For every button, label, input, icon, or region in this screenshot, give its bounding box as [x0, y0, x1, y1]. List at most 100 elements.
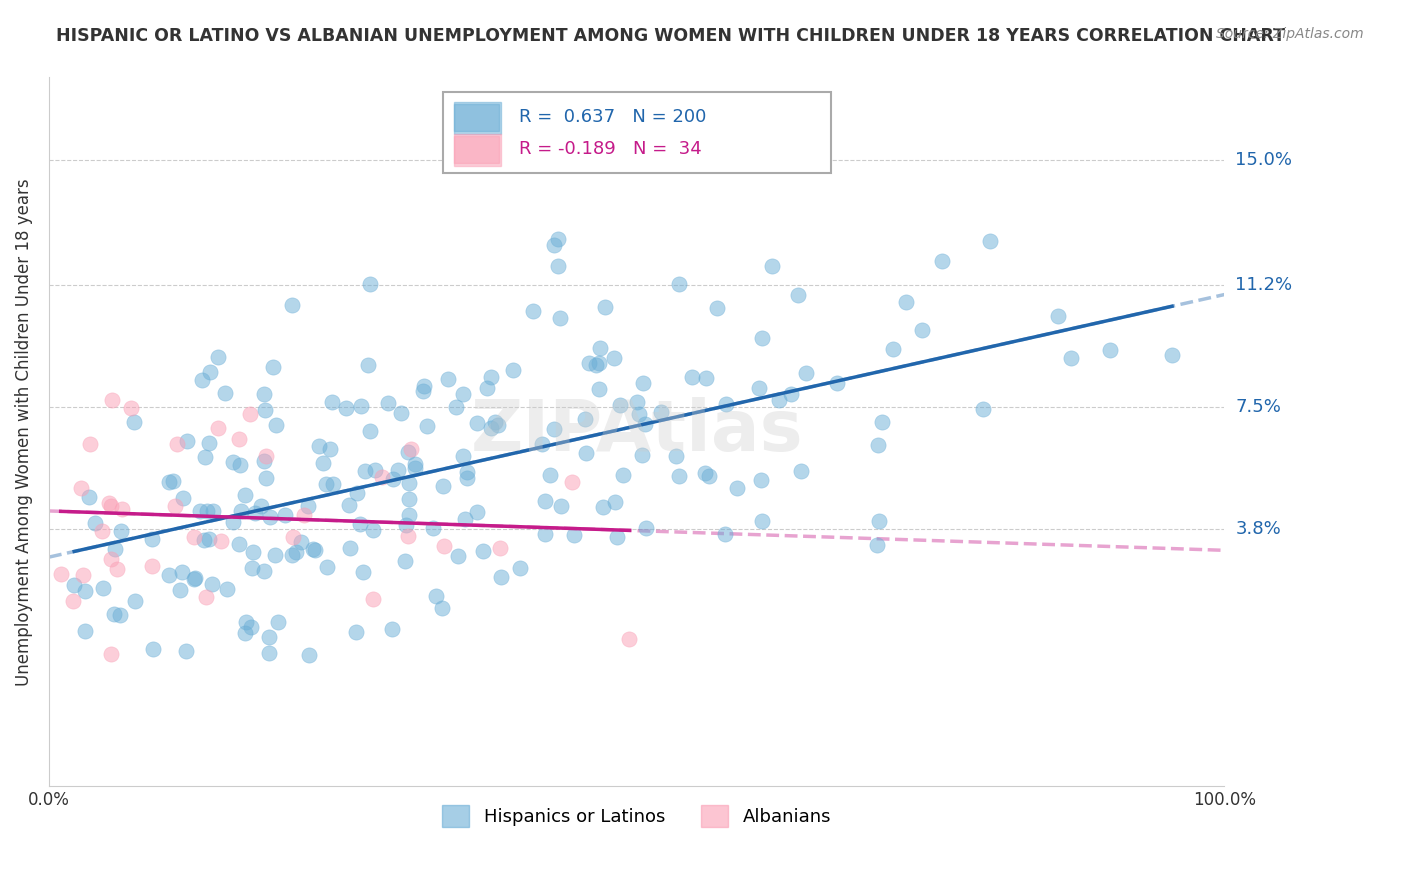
- Point: [301, 542, 323, 557]
- Point: [1060, 351, 1083, 365]
- Point: [588, 356, 610, 370]
- Point: [254, 470, 277, 484]
- Text: 3.8%: 3.8%: [1236, 520, 1281, 538]
- Point: [194, 590, 217, 604]
- Point: [359, 277, 381, 292]
- Point: [176, 434, 198, 448]
- Point: [72, 567, 94, 582]
- Point: [456, 470, 478, 484]
- Point: [361, 591, 384, 606]
- Point: [308, 439, 330, 453]
- Text: R =  0.637   N = 200: R = 0.637 N = 200: [519, 108, 706, 126]
- Point: [63, 578, 86, 592]
- Point: [422, 521, 444, 535]
- Legend: Hispanics or Latinos, Albanians: Hispanics or Latinos, Albanians: [434, 797, 838, 834]
- Point: [606, 530, 628, 544]
- Point: [486, 417, 509, 432]
- Point: [124, 594, 146, 608]
- Point: [866, 538, 889, 552]
- Point: [84, 516, 107, 530]
- Point: [91, 581, 114, 595]
- Point: [550, 500, 572, 514]
- Point: [315, 477, 337, 491]
- Point: [188, 504, 211, 518]
- Point: [354, 464, 377, 478]
- Point: [381, 622, 404, 636]
- Point: [49, 567, 72, 582]
- Point: [547, 259, 569, 273]
- Point: [425, 589, 447, 603]
- Point: [650, 405, 672, 419]
- Point: [550, 310, 572, 325]
- Point: [108, 608, 131, 623]
- Point: [725, 481, 748, 495]
- Point: [479, 421, 502, 435]
- FancyBboxPatch shape: [454, 103, 502, 134]
- Point: [97, 496, 120, 510]
- Point: [872, 415, 894, 429]
- Text: Source: ZipAtlas.com: Source: ZipAtlas.com: [1216, 27, 1364, 41]
- Point: [979, 234, 1001, 248]
- Point: [612, 467, 634, 482]
- Point: [502, 362, 524, 376]
- Point: [141, 559, 163, 574]
- Point: [195, 504, 218, 518]
- Point: [543, 422, 565, 436]
- Point: [562, 528, 585, 542]
- Point: [100, 647, 122, 661]
- Point: [105, 562, 128, 576]
- Point: [472, 543, 495, 558]
- Point: [170, 565, 193, 579]
- Point: [588, 382, 610, 396]
- Point: [1046, 309, 1069, 323]
- Point: [200, 365, 222, 379]
- Point: [547, 232, 569, 246]
- Point: [254, 450, 277, 464]
- Point: [619, 632, 641, 647]
- Point: [389, 406, 412, 420]
- Point: [786, 287, 808, 301]
- Point: [253, 386, 276, 401]
- Point: [273, 508, 295, 523]
- Point: [233, 626, 256, 640]
- Point: [404, 461, 426, 475]
- Text: HISPANIC OR LATINO VS ALBANIAN UNEMPLOYMENT AMONG WOMEN WITH CHILDREN UNDER 18 Y: HISPANIC OR LATINO VS ALBANIAN UNEMPLOYM…: [56, 27, 1285, 45]
- Point: [359, 425, 381, 439]
- Point: [141, 532, 163, 546]
- Point: [401, 442, 423, 457]
- Point: [319, 442, 342, 457]
- Point: [530, 436, 553, 450]
- Point: [292, 508, 315, 522]
- Point: [201, 576, 224, 591]
- Point: [253, 402, 276, 417]
- Point: [437, 372, 460, 386]
- Point: [697, 469, 720, 483]
- Point: [681, 370, 703, 384]
- Point: [827, 376, 849, 391]
- FancyBboxPatch shape: [443, 92, 831, 173]
- Point: [322, 476, 344, 491]
- Point: [665, 449, 688, 463]
- Point: [603, 351, 626, 365]
- Point: [1099, 343, 1122, 357]
- FancyBboxPatch shape: [454, 103, 499, 130]
- Point: [190, 373, 212, 387]
- Point: [281, 548, 304, 562]
- Point: [432, 600, 454, 615]
- Point: [634, 520, 657, 534]
- Point: [349, 517, 371, 532]
- Point: [509, 561, 531, 575]
- Point: [91, 524, 114, 538]
- Point: [290, 535, 312, 549]
- Point: [222, 455, 245, 469]
- Point: [413, 378, 436, 392]
- Point: [398, 491, 420, 506]
- Point: [451, 449, 474, 463]
- Text: ZIPAtlas: ZIPAtlas: [471, 398, 803, 467]
- Point: [706, 301, 728, 315]
- Point: [751, 331, 773, 345]
- Point: [394, 554, 416, 568]
- Point: [475, 381, 498, 395]
- Point: [111, 502, 134, 516]
- Point: [578, 356, 600, 370]
